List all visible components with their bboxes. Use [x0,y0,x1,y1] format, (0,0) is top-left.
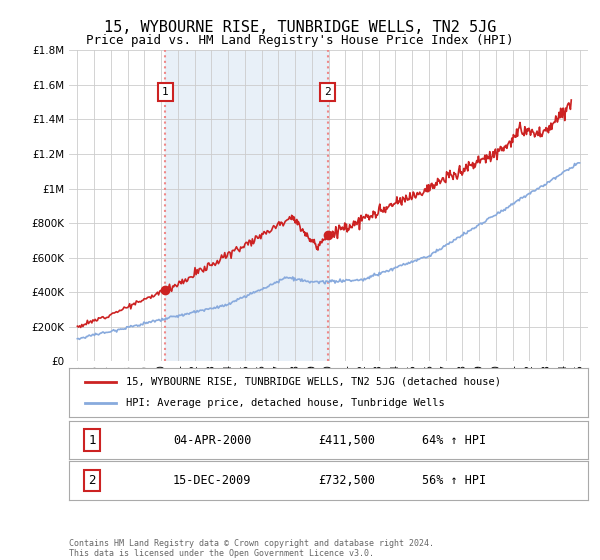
Text: 04-APR-2000: 04-APR-2000 [173,433,251,447]
Text: 64% ↑ HPI: 64% ↑ HPI [422,433,486,447]
Text: Price paid vs. HM Land Registry's House Price Index (HPI): Price paid vs. HM Land Registry's House … [86,34,514,46]
Text: 1: 1 [89,433,96,447]
Text: 15, WYBOURNE RISE, TUNBRIDGE WELLS, TN2 5JG: 15, WYBOURNE RISE, TUNBRIDGE WELLS, TN2 … [104,20,496,35]
Text: 15, WYBOURNE RISE, TUNBRIDGE WELLS, TN2 5JG (detached house): 15, WYBOURNE RISE, TUNBRIDGE WELLS, TN2 … [126,377,501,387]
Bar [165,50,328,361]
Text: 2: 2 [324,87,331,97]
Text: 2: 2 [89,474,96,487]
Text: £732,500: £732,500 [318,474,375,487]
Text: Contains HM Land Registry data © Crown copyright and database right 2024.
This d: Contains HM Land Registry data © Crown c… [69,539,434,558]
Text: £411,500: £411,500 [318,433,375,447]
Text: 56% ↑ HPI: 56% ↑ HPI [422,474,486,487]
Text: 1: 1 [162,87,169,97]
Text: 15-DEC-2009: 15-DEC-2009 [173,474,251,487]
Text: HPI: Average price, detached house, Tunbridge Wells: HPI: Average price, detached house, Tunb… [126,398,445,408]
